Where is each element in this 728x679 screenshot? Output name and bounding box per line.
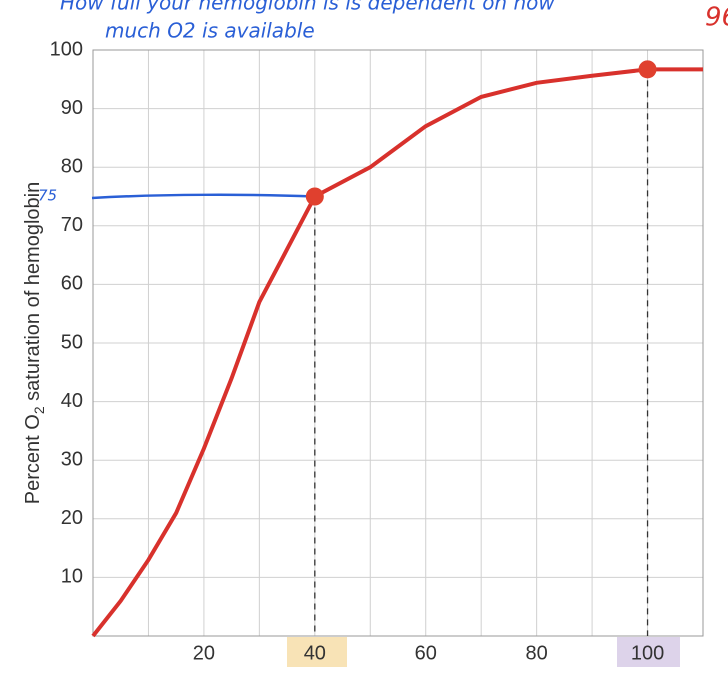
y-tick-label: 90 bbox=[61, 97, 83, 119]
plot-frame bbox=[92, 49, 704, 637]
y-tick-label: 60 bbox=[61, 273, 83, 295]
highlight-40 bbox=[287, 637, 347, 667]
curve bbox=[91, 67, 703, 638]
y-label-part: saturation of hemoglobin bbox=[22, 182, 44, 407]
x-tick-label: 80 bbox=[526, 642, 548, 664]
blue-line bbox=[91, 193, 315, 200]
x-tick-label: 20 bbox=[193, 642, 215, 664]
note-line: How full your hemoglobin is is dependent… bbox=[60, 0, 555, 15]
y-tick-label: 100 bbox=[50, 38, 83, 60]
y-label-sub: 2 bbox=[31, 406, 47, 414]
y-axis-label: Percent O2 saturation of hemoglobin bbox=[22, 182, 46, 504]
plot: 20 40 60 80 100 10 20 30 40 50 60 70 80 90 100 bbox=[50, 38, 704, 664]
note-line: much O2 is available bbox=[105, 19, 315, 43]
highlight-100 bbox=[617, 637, 680, 667]
mark-label: 75 bbox=[38, 187, 57, 205]
y-tick-label: 80 bbox=[61, 155, 83, 177]
y-tick-label: 40 bbox=[61, 390, 83, 412]
y-tick-label: 50 bbox=[61, 331, 83, 353]
x-tick-label: 100 bbox=[631, 642, 664, 664]
point-marker bbox=[638, 60, 657, 79]
point-marker bbox=[305, 187, 324, 206]
y-label-part: Percent O bbox=[22, 414, 44, 504]
y-tick-label: 10 bbox=[61, 566, 83, 588]
y-tick-label: 20 bbox=[61, 507, 83, 529]
mark-label: 96 bbox=[705, 3, 728, 33]
y-tick-label: 30 bbox=[61, 448, 83, 470]
y-tick-label: 70 bbox=[61, 214, 83, 236]
x-tick-label: 40 bbox=[304, 642, 326, 664]
x-tick-label: 60 bbox=[415, 642, 437, 664]
